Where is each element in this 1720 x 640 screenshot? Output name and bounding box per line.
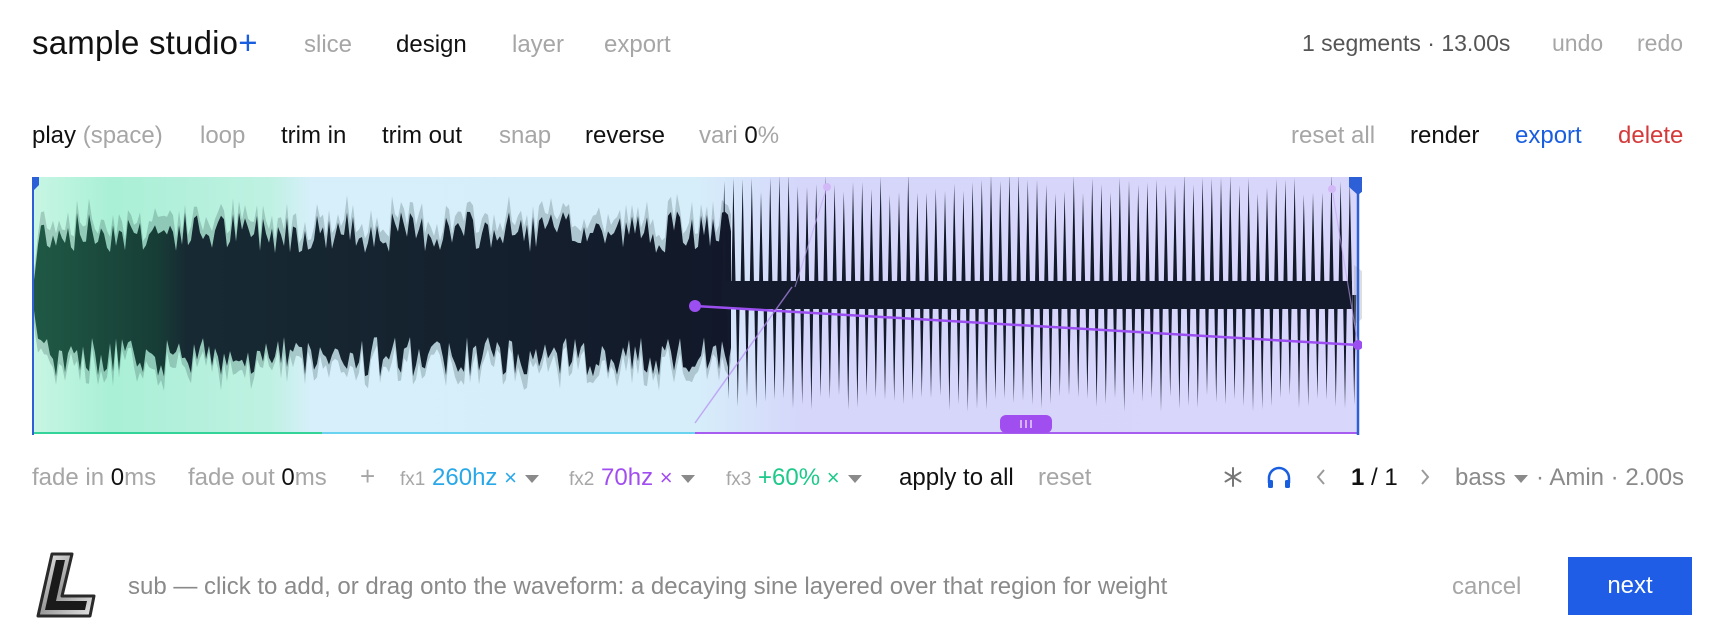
- envelope-guide-line-2: [794, 186, 828, 288]
- fade-out-value: 0: [281, 464, 295, 491]
- waveform-body: [722, 281, 1352, 309]
- tool-hint-text: sub — click to add, or drag onto the wav…: [128, 573, 1168, 600]
- instrument-select[interactable]: bass: [1455, 464, 1528, 492]
- waveform-dense-section: [32, 211, 731, 377]
- fx3-remove-icon[interactable]: ×: [826, 465, 840, 490]
- reset-button[interactable]: reset: [1038, 464, 1092, 491]
- export-button[interactable]: export: [1515, 122, 1582, 149]
- loop-button[interactable]: loop: [200, 122, 246, 149]
- asterisk-icon[interactable]: [1223, 466, 1243, 493]
- tab-design[interactable]: design: [396, 31, 467, 58]
- chevron-right-icon[interactable]: [1419, 467, 1431, 492]
- pitch-envelope-line[interactable]: [694, 304, 1359, 347]
- snap-button[interactable]: snap: [499, 122, 552, 149]
- tab-export[interactable]: export: [604, 31, 671, 58]
- fade-out-control[interactable]: fade out 0ms: [188, 464, 327, 491]
- fx3-value[interactable]: +60%: [758, 464, 821, 491]
- chevron-left-icon[interactable]: [1315, 467, 1327, 492]
- fade-in-value: 0: [110, 464, 125, 491]
- cancel-button[interactable]: cancel: [1452, 573, 1522, 600]
- fx1-value[interactable]: 260hz: [432, 464, 498, 491]
- fx2-chip[interactable]: fx2 70hz ×: [569, 464, 695, 492]
- trim-out-handle[interactable]: [1349, 177, 1362, 195]
- page-indicator: 1 / 1: [1351, 464, 1398, 491]
- add-fx-button[interactable]: +: [360, 461, 376, 491]
- fx2-remove-icon[interactable]: ×: [659, 465, 673, 490]
- delete-button[interactable]: delete: [1618, 122, 1684, 149]
- envelope-guide-line-3: [1331, 188, 1359, 346]
- app-title-plus: +: [238, 24, 258, 61]
- fx1-remove-icon[interactable]: ×: [504, 465, 517, 490]
- trim-in-button[interactable]: trim in: [281, 122, 347, 149]
- key-length-info: · Amin · 2.00s: [1536, 464, 1685, 491]
- trim-in-handle[interactable]: [32, 177, 39, 192]
- trim-out-button[interactable]: trim out: [382, 122, 463, 149]
- tab-slice[interactable]: slice: [304, 31, 353, 58]
- fade-in-control[interactable]: fade in 0ms: [32, 464, 157, 491]
- waveform-editor[interactable]: [32, 177, 1362, 435]
- reverse-button[interactable]: reverse: [585, 122, 666, 149]
- render-button[interactable]: render: [1410, 122, 1480, 149]
- redo-button[interactable]: redo: [1637, 30, 1684, 56]
- segments-info: 1 segments · 13.00s: [1302, 30, 1511, 56]
- tab-layer[interactable]: layer: [512, 31, 565, 58]
- envelope-end-point[interactable]: [1353, 340, 1362, 350]
- fx1-chip[interactable]: fx1 260hz ×: [400, 464, 539, 492]
- play-button[interactable]: play (space): [32, 122, 163, 149]
- apply-to-all-button[interactable]: apply to all: [899, 464, 1014, 491]
- fx2-value[interactable]: 70hz: [601, 464, 654, 491]
- fx3-dropdown-icon[interactable]: [847, 474, 862, 483]
- play-shortcut-hint: (space): [82, 122, 163, 149]
- waveform-shape: [32, 177, 1357, 412]
- fx2-dropdown-icon[interactable]: [680, 474, 695, 483]
- envelope-control-point-2[interactable]: [1328, 185, 1336, 193]
- waveform-canvas[interactable]: [32, 177, 1362, 435]
- vari-value: 0: [744, 122, 758, 149]
- app-title: sample studio+: [32, 24, 258, 61]
- envelope-guide-line: [694, 286, 793, 424]
- instrument-dropdown-icon[interactable]: [1513, 474, 1528, 483]
- headphones-icon[interactable]: [1266, 466, 1292, 495]
- reset-all-button[interactable]: reset all: [1291, 122, 1376, 149]
- undo-button[interactable]: undo: [1552, 30, 1604, 56]
- next-button[interactable]: next: [1568, 557, 1692, 615]
- envelope-start-point[interactable]: [689, 300, 701, 312]
- envelope-control-point[interactable]: [823, 183, 831, 191]
- fx1-dropdown-icon[interactable]: [524, 474, 539, 483]
- fx3-chip[interactable]: fx3 +60% ×: [726, 464, 862, 492]
- l-logo-icon[interactable]: [32, 552, 102, 620]
- vari-control[interactable]: vari 0%: [699, 122, 780, 149]
